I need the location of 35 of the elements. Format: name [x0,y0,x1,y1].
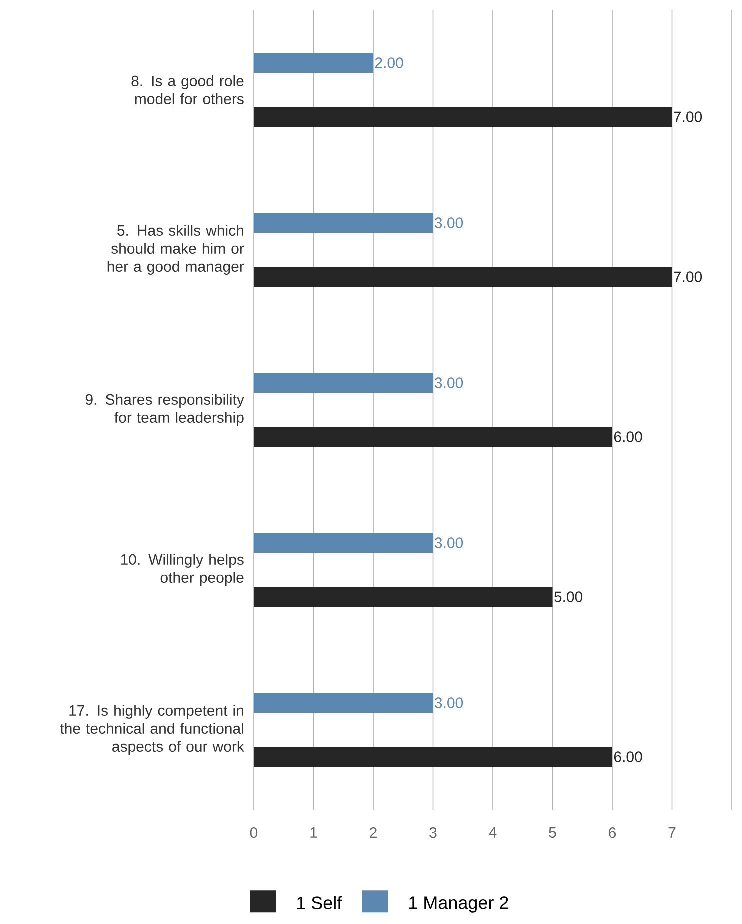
legend-label: 1 Self [297,896,342,910]
data-label: 2.00 [375,58,404,68]
bar [254,373,434,393]
data-label: 3.00 [435,698,464,708]
data-label: 3.00 [435,538,464,548]
x-tick-label: 7 [668,828,676,838]
bar [254,587,553,607]
x-tick-label: 0 [250,828,258,838]
bar [254,106,672,127]
bar [254,213,434,233]
data-label: 3.00 [435,378,464,388]
y-tick-label: 5. Has skills which should make him or her a good manager [108,225,244,275]
y-tick-label: 17. Is highly competent in the technical and functional aspects of our work [60,705,244,755]
x-tick-label: 4 [489,828,497,838]
bar [254,693,434,713]
data-label: 7.00 [674,112,702,122]
x-tick-label: 1 [310,828,318,838]
bar [254,266,672,287]
y-tick-label: 9. Shares responsibility for team leadership [86,394,244,426]
data-label: 6.00 [614,432,642,442]
y-tick-label: 10. Willingly helps other people [121,554,244,586]
data-label: 7.00 [674,272,702,282]
x-tick-label: 3 [430,828,437,838]
data-label: 5.00 [554,592,583,602]
bar [254,747,612,767]
bar [254,426,612,447]
x-tick-label: 2 [370,828,377,838]
x-tick-label: 5 [549,828,556,838]
data-label: 3.00 [435,218,464,228]
bar [254,52,374,73]
legend-label: 1 Manager 2 [410,896,508,913]
y-tick-label: 8. Is a good role model for others [132,75,244,104]
data-label: 6.00 [614,752,642,762]
bar [254,533,434,553]
x-tick-label: 6 [609,828,616,838]
